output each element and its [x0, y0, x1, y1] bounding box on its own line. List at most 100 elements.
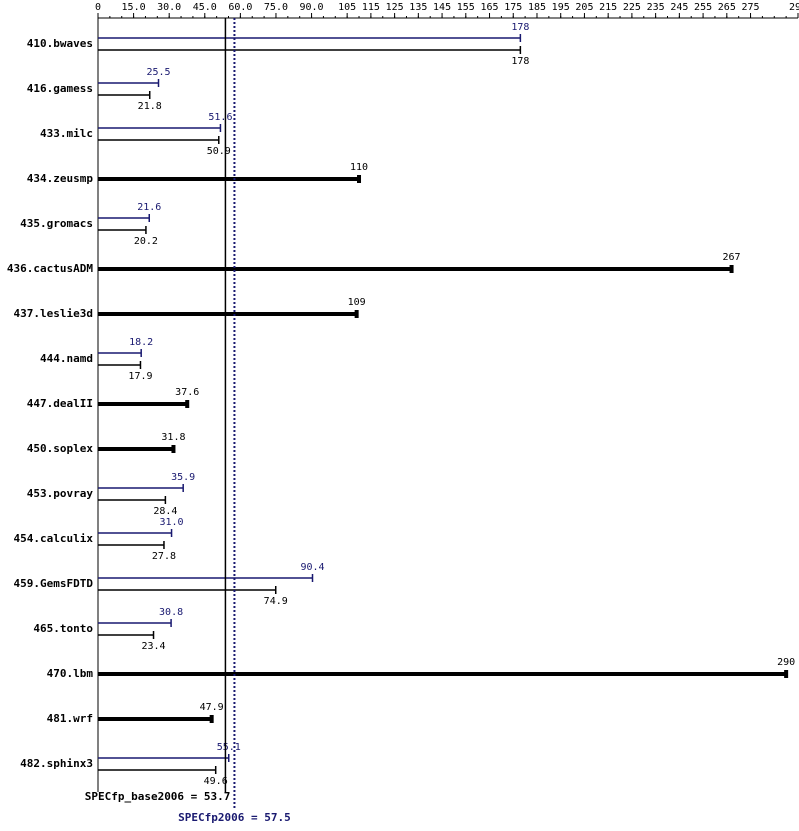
x-tick-label: 155 [457, 2, 475, 13]
x-tick-label: 30.0 [157, 2, 181, 13]
x-tick-label: 275 [742, 2, 760, 13]
bar [98, 124, 222, 132]
bar [98, 175, 362, 183]
bar [98, 574, 314, 582]
x-tick-label: 125 [386, 2, 404, 13]
bar [98, 400, 190, 408]
bar [98, 34, 522, 42]
category-label: 433.milc [40, 127, 93, 140]
x-tick-label: 115 [362, 2, 380, 13]
x-tick-label: 75.0 [264, 2, 288, 13]
value-label: 74.9 [264, 596, 288, 607]
bar [98, 310, 359, 318]
value-label: 21.6 [137, 202, 161, 213]
category-label: 444.namd [40, 352, 93, 365]
bar [98, 361, 142, 369]
value-label: 31.8 [161, 432, 185, 443]
bar [98, 529, 173, 537]
category-label: 434.zeusmp [27, 172, 94, 185]
bar [98, 484, 184, 492]
value-label: 290 [777, 657, 795, 668]
category-label: 470.lbm [47, 667, 94, 680]
value-label: 47.9 [200, 702, 224, 713]
x-tick-label: 195 [552, 2, 570, 13]
bar [98, 670, 789, 678]
value-label: 27.8 [152, 551, 176, 562]
bar [98, 541, 165, 549]
value-label: 178 [511, 22, 529, 33]
bar [98, 496, 167, 504]
category-label: 454.calculix [14, 532, 94, 545]
category-label: 447.dealII [27, 397, 93, 410]
bar [98, 754, 230, 762]
x-tick-label: 165 [480, 2, 498, 13]
x-tick-label: 265 [718, 2, 736, 13]
bar [98, 586, 277, 594]
category-label: 465.tonto [33, 622, 93, 635]
x-tick-label: 45.0 [193, 2, 217, 13]
bar [98, 265, 734, 273]
category-label: 459.GemsFDTD [14, 577, 94, 590]
value-label: 35.9 [171, 472, 195, 483]
x-tick-label: 0 [95, 2, 101, 13]
category-label: 410.bwaves [27, 37, 93, 50]
reference-label: SPECfp2006 = 57.5 [178, 811, 291, 824]
value-label: 18.2 [129, 337, 153, 348]
bar [98, 91, 151, 99]
category-label: 436.cactusADM [7, 262, 93, 275]
bar [98, 349, 142, 357]
value-label: 49.6 [204, 776, 228, 787]
bar [98, 715, 214, 723]
category-label: 482.sphinx3 [20, 757, 93, 770]
x-tick-label: 245 [670, 2, 688, 13]
value-label: 55.1 [217, 742, 241, 753]
value-label: 30.8 [159, 607, 183, 618]
category-label: 437.leslie3d [14, 307, 93, 320]
value-label: 51.6 [208, 112, 232, 123]
reference-label: SPECfp_base2006 = 53.7 [85, 790, 231, 803]
bar [98, 631, 155, 639]
category-label: 481.wrf [47, 712, 93, 725]
x-tick-label: 185 [528, 2, 546, 13]
value-label: 20.2 [134, 236, 158, 247]
x-tick-label: 235 [647, 2, 665, 13]
value-label: 25.5 [146, 67, 170, 78]
bar [98, 619, 172, 627]
bar [98, 226, 147, 234]
x-tick-label: 175 [504, 2, 522, 13]
value-label: 178 [511, 56, 529, 67]
bar [98, 79, 160, 87]
value-label: 28.4 [153, 506, 177, 517]
value-label: 31.0 [160, 517, 184, 528]
value-label: 23.4 [141, 641, 165, 652]
value-label: 17.9 [128, 371, 152, 382]
bar [98, 136, 220, 144]
x-tick-label: 60.0 [228, 2, 252, 13]
value-label: 109 [348, 297, 366, 308]
x-tick-label: 255 [694, 2, 712, 13]
bar [98, 214, 151, 222]
category-label: 450.soplex [27, 442, 94, 455]
x-tick-label: 225 [623, 2, 641, 13]
x-tick-label: 145 [433, 2, 451, 13]
value-label: 90.4 [300, 562, 324, 573]
x-tick-label: 215 [599, 2, 617, 13]
category-label: 435.gromacs [20, 217, 93, 230]
value-label: 110 [350, 162, 368, 173]
value-label: 267 [723, 252, 741, 263]
x-tick-label: 135 [409, 2, 427, 13]
category-label: 416.gamess [27, 82, 93, 95]
bar [98, 46, 522, 54]
value-label: 21.8 [138, 101, 162, 112]
bar [98, 766, 217, 774]
x-tick-label: 15.0 [122, 2, 146, 13]
value-label: 50.9 [207, 146, 231, 157]
x-tick-label: 205 [575, 2, 593, 13]
x-tick-label: 295 [789, 2, 799, 13]
x-tick-label: 90.0 [300, 2, 324, 13]
category-label: 453.povray [27, 487, 94, 500]
bar [98, 445, 176, 453]
x-tick-label: 105 [338, 2, 356, 13]
